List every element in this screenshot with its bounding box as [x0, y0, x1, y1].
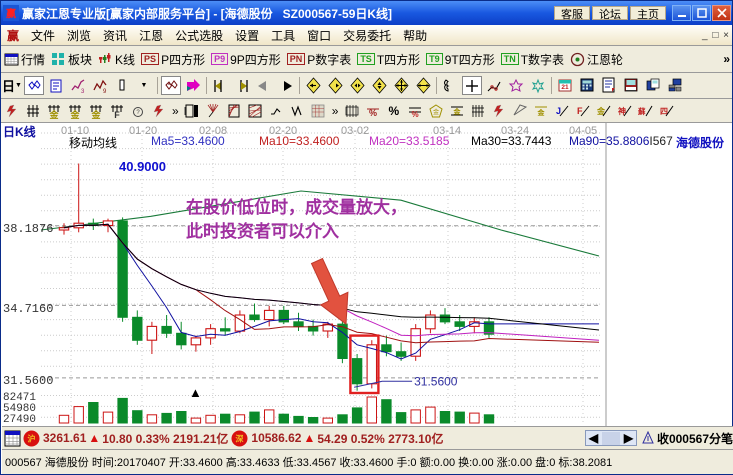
- svg-text:金: 金: [452, 107, 461, 116]
- svg-text:金: 金: [48, 109, 59, 119]
- svg-text:J: J: [556, 106, 561, 116]
- svg-text:深: 深: [236, 433, 244, 443]
- svg-text:%: %: [411, 110, 418, 119]
- svg-text:3: 3: [81, 89, 85, 94]
- svg-text:F: F: [114, 110, 120, 119]
- svg-text:金: 金: [433, 108, 439, 116]
- svg-text:赢: 赢: [6, 7, 16, 20]
- svg-text:9: 9: [103, 89, 107, 94]
- svg-text:金: 金: [69, 109, 80, 119]
- svg-text:?: ?: [136, 110, 140, 116]
- svg-text:金: 金: [536, 108, 545, 117]
- svg-text:沪: 沪: [28, 433, 36, 443]
- svg-text:21: 21: [561, 84, 569, 91]
- svg-text:金: 金: [90, 109, 101, 119]
- svg-text:%: %: [369, 108, 377, 118]
- svg-text:蘇: 蘇: [638, 106, 646, 116]
